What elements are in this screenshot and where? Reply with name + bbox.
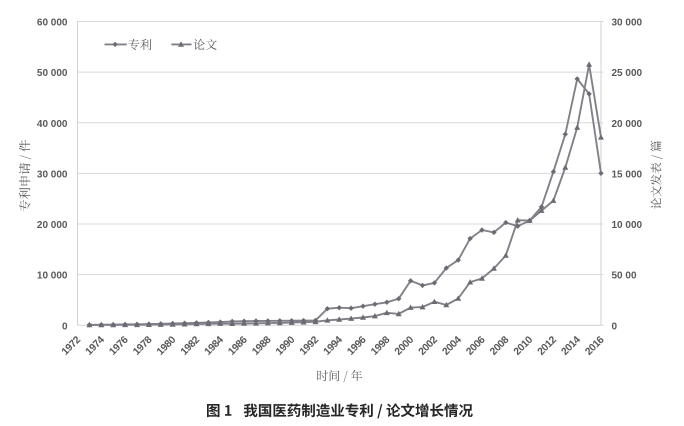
svg-text:10 000: 10 000 [37, 271, 68, 282]
svg-text:40 000: 40 000 [37, 119, 68, 130]
svg-text:10 000: 10 000 [612, 220, 643, 231]
svg-text:50 00: 50 00 [612, 271, 637, 282]
svg-text:20 000: 20 000 [37, 220, 68, 231]
svg-text:30 000: 30 000 [37, 169, 68, 180]
svg-text:15 000: 15 000 [612, 169, 643, 180]
svg-text:60 000: 60 000 [37, 18, 68, 29]
svg-text:0: 0 [612, 321, 618, 332]
svg-text:30 000: 30 000 [612, 18, 643, 29]
svg-text:20 000: 20 000 [612, 119, 643, 130]
svg-text:25 000: 25 000 [612, 68, 643, 79]
svg-text:50 000: 50 000 [37, 68, 68, 79]
svg-text:0: 0 [62, 321, 68, 332]
